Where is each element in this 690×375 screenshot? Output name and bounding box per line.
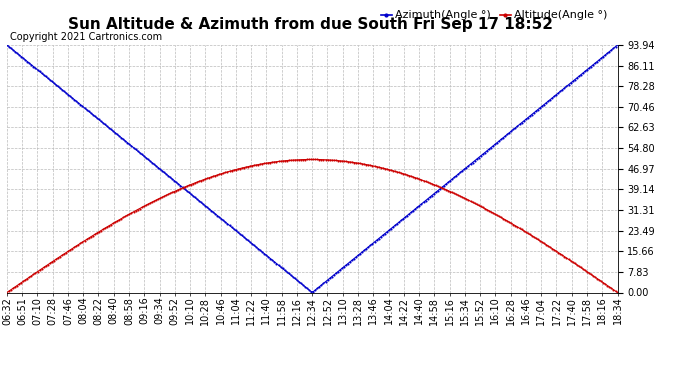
Text: Sun Altitude & Azimuth from due South Fri Sep 17 18:52: Sun Altitude & Azimuth from due South Fr…: [68, 17, 553, 32]
Legend: Azimuth(Angle °), Altitude(Angle °): Azimuth(Angle °), Altitude(Angle °): [376, 6, 612, 25]
Text: Copyright 2021 Cartronics.com: Copyright 2021 Cartronics.com: [10, 32, 162, 42]
